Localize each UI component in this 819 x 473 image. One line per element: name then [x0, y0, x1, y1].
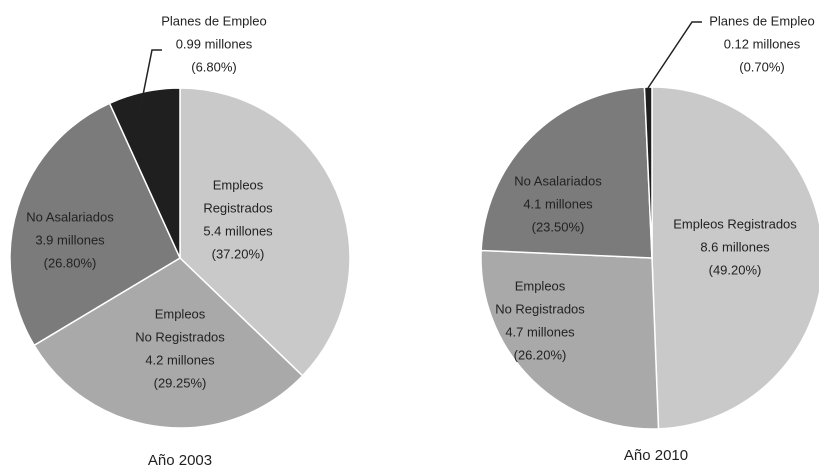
amount-label: 0.12 millones — [724, 36, 801, 51]
value-label: (49.20%) — [709, 262, 762, 277]
pie-slice — [480, 86, 653, 259]
pie-slice — [9, 102, 181, 347]
slice-label: No Registrados — [495, 301, 585, 316]
leader-line — [647, 21, 702, 89]
value-label: (37.20%) — [212, 246, 265, 261]
chart-title: Año 2003 — [148, 452, 212, 469]
slice-label: No Registrados — [135, 329, 225, 344]
value-label: (26.20%) — [514, 347, 567, 362]
value-label: (6.80%) — [191, 59, 237, 74]
pie-slice — [33, 257, 304, 429]
amount-label: 3.9 millones — [35, 232, 105, 247]
value-label: (26.80%) — [44, 255, 97, 270]
pie-slice — [179, 87, 351, 377]
slice-label: Empleos Registrados — [673, 216, 797, 231]
amount-label: 4.1 millones — [523, 196, 593, 211]
value-label: (29.25%) — [154, 375, 207, 390]
slice-label: Planes de Empleo — [709, 13, 815, 28]
value-label: (0.70%) — [739, 59, 785, 74]
pie-slice — [651, 86, 819, 430]
slice-label: Empleos — [515, 278, 566, 293]
slice-label: Empleos — [155, 306, 206, 321]
pie-slice — [480, 249, 660, 430]
slice-label: No Asalariados — [514, 173, 602, 188]
slice-label: Registrados — [203, 200, 273, 215]
amount-label: 8.6 millones — [700, 239, 770, 254]
chart-title: Año 2010 — [624, 447, 688, 464]
slice-label: Empleos — [213, 177, 264, 192]
amount-label: 5.4 millones — [203, 223, 273, 238]
slice-label: No Asalariados — [26, 209, 114, 224]
amount-label: 4.7 millones — [505, 324, 575, 339]
amount-label: 0.99 millones — [176, 36, 253, 51]
value-label: (23.50%) — [532, 219, 585, 234]
leader-line — [139, 49, 162, 111]
amount-label: 4.2 millones — [145, 352, 215, 367]
slice-label: Planes de Empleo — [161, 13, 267, 28]
